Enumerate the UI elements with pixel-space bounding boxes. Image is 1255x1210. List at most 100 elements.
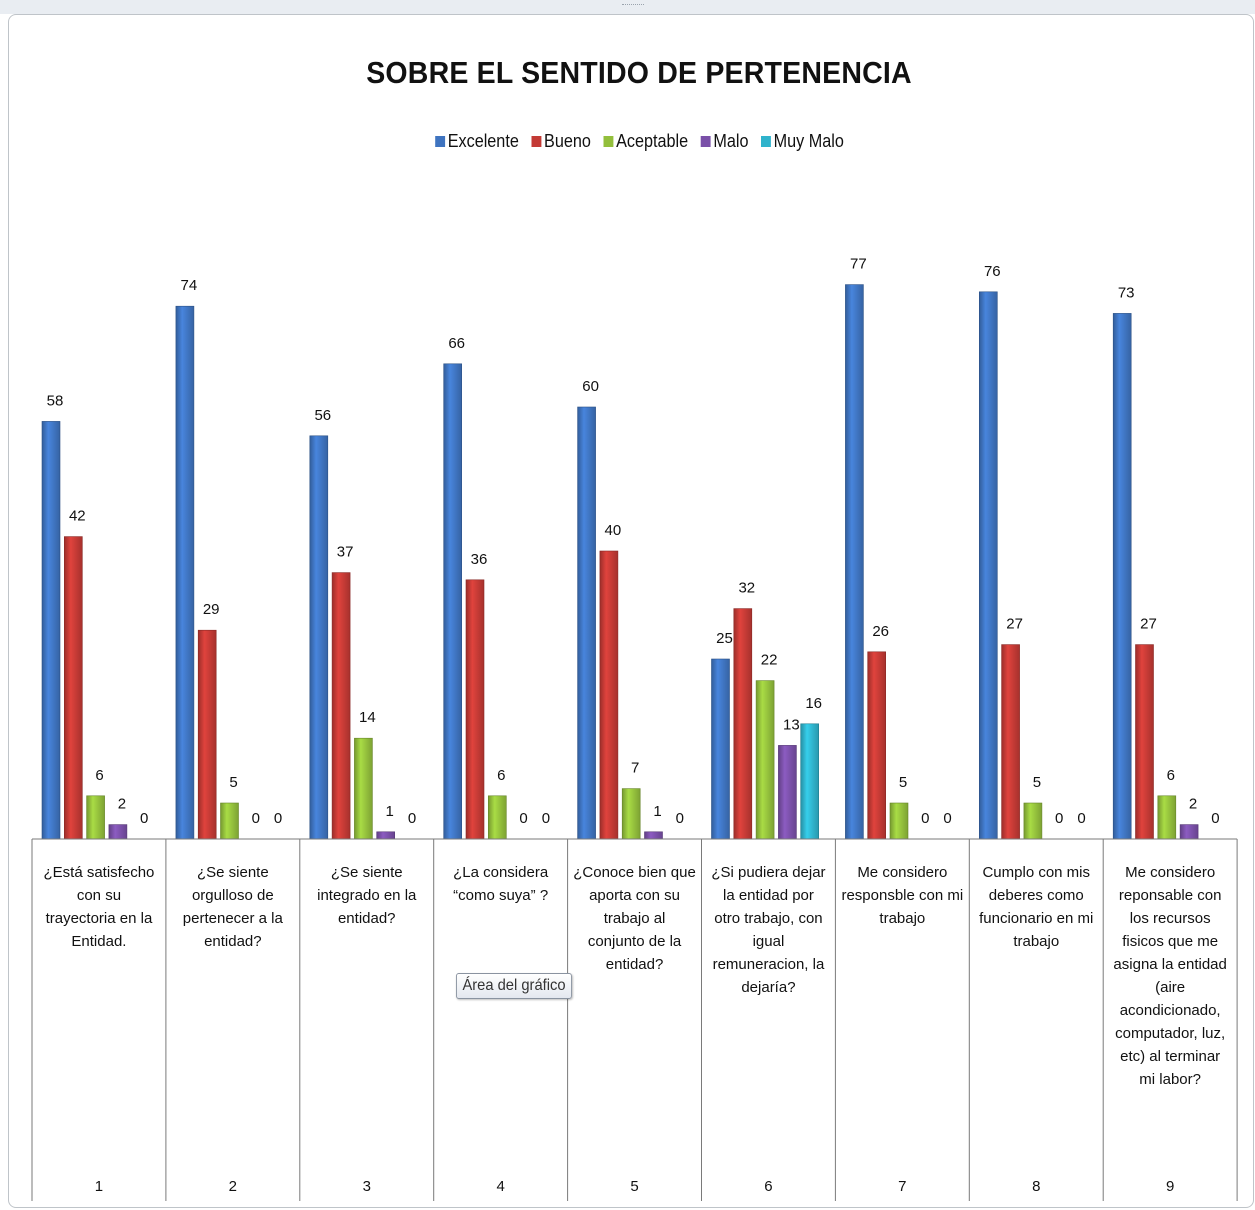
legend-item-5[interactable]: Muy Malo	[761, 131, 844, 152]
data-label: 5	[229, 774, 237, 791]
data-label: 0	[274, 810, 282, 827]
bar-aceptable-1[interactable]	[86, 795, 105, 840]
category-label: Me considero responsble con mi trabajo	[841, 864, 963, 927]
bar-bueno-7[interactable]	[867, 651, 887, 840]
legend-swatch	[603, 136, 614, 147]
data-label: 32	[738, 580, 755, 597]
legend-label: Muy Malo	[773, 131, 844, 151]
bar-aceptable-5[interactable]	[621, 788, 641, 840]
category-number: 7	[898, 1178, 906, 1195]
bar-bueno-5[interactable]	[599, 550, 619, 840]
data-label: 26	[872, 623, 889, 640]
bar-muy-malo-6[interactable]	[800, 723, 820, 840]
bar-excelente-8[interactable]	[978, 291, 998, 840]
bar-excelente-4[interactable]	[443, 363, 463, 840]
bar-malo-9[interactable]	[1179, 824, 1199, 840]
bar-aceptable-2[interactable]	[220, 802, 239, 840]
data-label: 0	[252, 810, 260, 827]
data-label: 37	[337, 544, 354, 561]
bar-malo-5[interactable]	[644, 831, 663, 840]
bar-excelente-2[interactable]	[175, 305, 195, 840]
legend-label: Bueno	[544, 131, 591, 151]
category-label: Cumplo con mis deberes como funcionario en…	[979, 864, 1093, 950]
chart-area[interactable]: SOBRE EL SENTIDO DE PERTENENCIA Excelent…	[8, 14, 1254, 1208]
data-label: 58	[47, 392, 64, 409]
bar-bueno-9[interactable]	[1135, 644, 1154, 840]
data-label: 0	[542, 810, 550, 827]
bar-excelente-3[interactable]	[309, 435, 329, 840]
bar-excelente-1[interactable]	[41, 421, 61, 840]
category-number: 3	[363, 1178, 371, 1195]
legend-item-2[interactable]: Bueno	[531, 131, 591, 152]
category-label: ¿Se siente integrado en la entidad?	[317, 864, 417, 927]
data-label: 36	[471, 551, 488, 568]
bar-malo-3[interactable]	[376, 831, 396, 840]
category-number: 8	[1032, 1178, 1040, 1195]
legend: Excelente Bueno Aceptable Malo Muy Malo	[73, 131, 1207, 152]
bar-bueno-1[interactable]	[63, 536, 83, 840]
data-label: 14	[359, 709, 376, 726]
data-label: 5	[899, 774, 907, 791]
data-label: 42	[69, 508, 86, 525]
data-label: 6	[95, 767, 103, 784]
data-label: 6	[497, 767, 505, 784]
bar-aceptable-8[interactable]	[1023, 802, 1043, 840]
legend-swatch	[700, 136, 711, 147]
data-label: 0	[1211, 810, 1219, 827]
data-label: 5	[1033, 774, 1041, 791]
bar-excelente-7[interactable]	[845, 284, 864, 840]
bar-malo-1[interactable]	[108, 824, 128, 840]
data-label: 7	[631, 760, 639, 777]
data-label: 16	[805, 695, 822, 712]
legend-item-1[interactable]: Excelente	[435, 131, 519, 152]
category-number: 5	[630, 1178, 638, 1195]
category-number: 4	[496, 1178, 504, 1195]
category-label: Me considero reponsable con los recursos fi…	[1113, 864, 1226, 1088]
legend-label: Excelente	[447, 131, 519, 151]
window-top-border	[0, 0, 1255, 14]
data-label: 40	[605, 522, 622, 539]
bar-aceptable-7[interactable]	[889, 802, 909, 840]
bar-bueno-4[interactable]	[465, 579, 485, 840]
bar-bueno-3[interactable]	[331, 572, 351, 840]
resize-grip[interactable]	[622, 4, 644, 9]
data-label: 2	[1189, 796, 1197, 813]
data-label: 76	[984, 263, 1001, 280]
bar-excelente-5[interactable]	[577, 406, 596, 840]
chart-title: SOBRE EL SENTIDO DE PERTENENCIA	[366, 55, 912, 90]
bar-bueno-6[interactable]	[733, 608, 753, 840]
legend-item-4[interactable]: Malo	[700, 131, 749, 152]
bar-aceptable-4[interactable]	[487, 795, 507, 840]
legend-item-3[interactable]: Aceptable	[603, 131, 688, 152]
data-label: 1	[386, 803, 394, 820]
data-label: 66	[448, 335, 465, 352]
data-label: 29	[203, 601, 220, 618]
data-label: 60	[582, 378, 599, 395]
bar-excelente-6[interactable]	[711, 658, 730, 840]
data-label: 56	[314, 407, 331, 424]
bar-malo-6[interactable]	[778, 745, 797, 840]
bar-excelente-9[interactable]	[1112, 313, 1132, 840]
category-number: 2	[229, 1178, 237, 1195]
data-label: 6	[1167, 767, 1175, 784]
bar-aceptable-9[interactable]	[1157, 795, 1177, 840]
data-label: 0	[1055, 810, 1063, 827]
data-label: 0	[519, 810, 527, 827]
data-label: 1	[653, 803, 661, 820]
data-label: 0	[140, 810, 148, 827]
bar-bueno-2[interactable]	[197, 629, 217, 840]
data-label: 0	[943, 810, 951, 827]
data-label: 73	[1118, 284, 1135, 301]
bar-aceptable-6[interactable]	[755, 680, 775, 840]
data-label: 13	[783, 716, 800, 733]
category-label: ¿Está satisfecho con su trayectoria en la E…	[44, 864, 155, 950]
data-label: 0	[676, 810, 684, 827]
legend-label: Malo	[713, 131, 749, 151]
data-label: 2	[118, 796, 126, 813]
data-label: 27	[1006, 616, 1023, 633]
legend-swatch	[761, 136, 771, 147]
data-label: 27	[1140, 616, 1157, 633]
bar-bueno-8[interactable]	[1001, 644, 1020, 840]
bar-aceptable-3[interactable]	[354, 737, 373, 840]
